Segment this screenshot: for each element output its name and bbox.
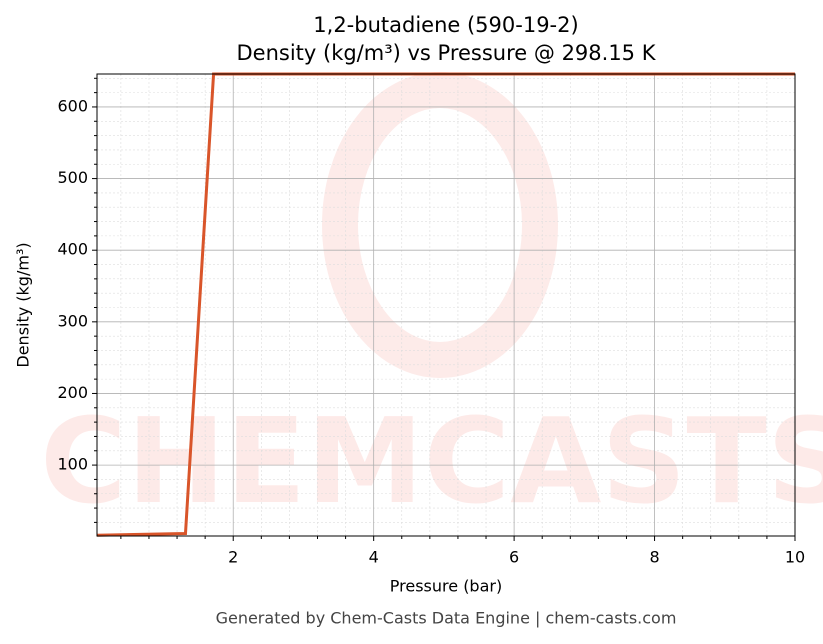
x-tick-label: 8 (649, 548, 659, 567)
y-tick-label: 400 (57, 240, 88, 259)
watermark: CHEMCASTS (40, 72, 823, 530)
footer: Generated by Chem-Casts Data Engine | ch… (216, 609, 677, 628)
y-axis-label: Density (kg/m³) (14, 242, 33, 367)
y-tick-label: 300 (57, 311, 88, 330)
y-tick-label: 100 (57, 455, 88, 474)
plot-frame (96, 73, 796, 537)
watermark-text: CHEMCASTS (40, 392, 823, 530)
x-tick-label: 10 (785, 548, 805, 567)
y-tick-label: 200 (57, 383, 88, 402)
x-tick-label: 2 (228, 548, 238, 567)
x-tick-label: 4 (369, 548, 379, 567)
chart-title: 1,2-butadiene (590-19-2) (313, 13, 578, 37)
x-tick-label: 6 (509, 548, 519, 567)
y-tick-label: 600 (57, 96, 88, 115)
x-axis-label: Pressure (bar) (390, 577, 502, 596)
watermark-logo (322, 72, 558, 378)
y-tick-label: 500 (57, 168, 88, 187)
chart-subtitle: Density (kg/m³) vs Pressure @ 298.15 K (236, 41, 656, 65)
